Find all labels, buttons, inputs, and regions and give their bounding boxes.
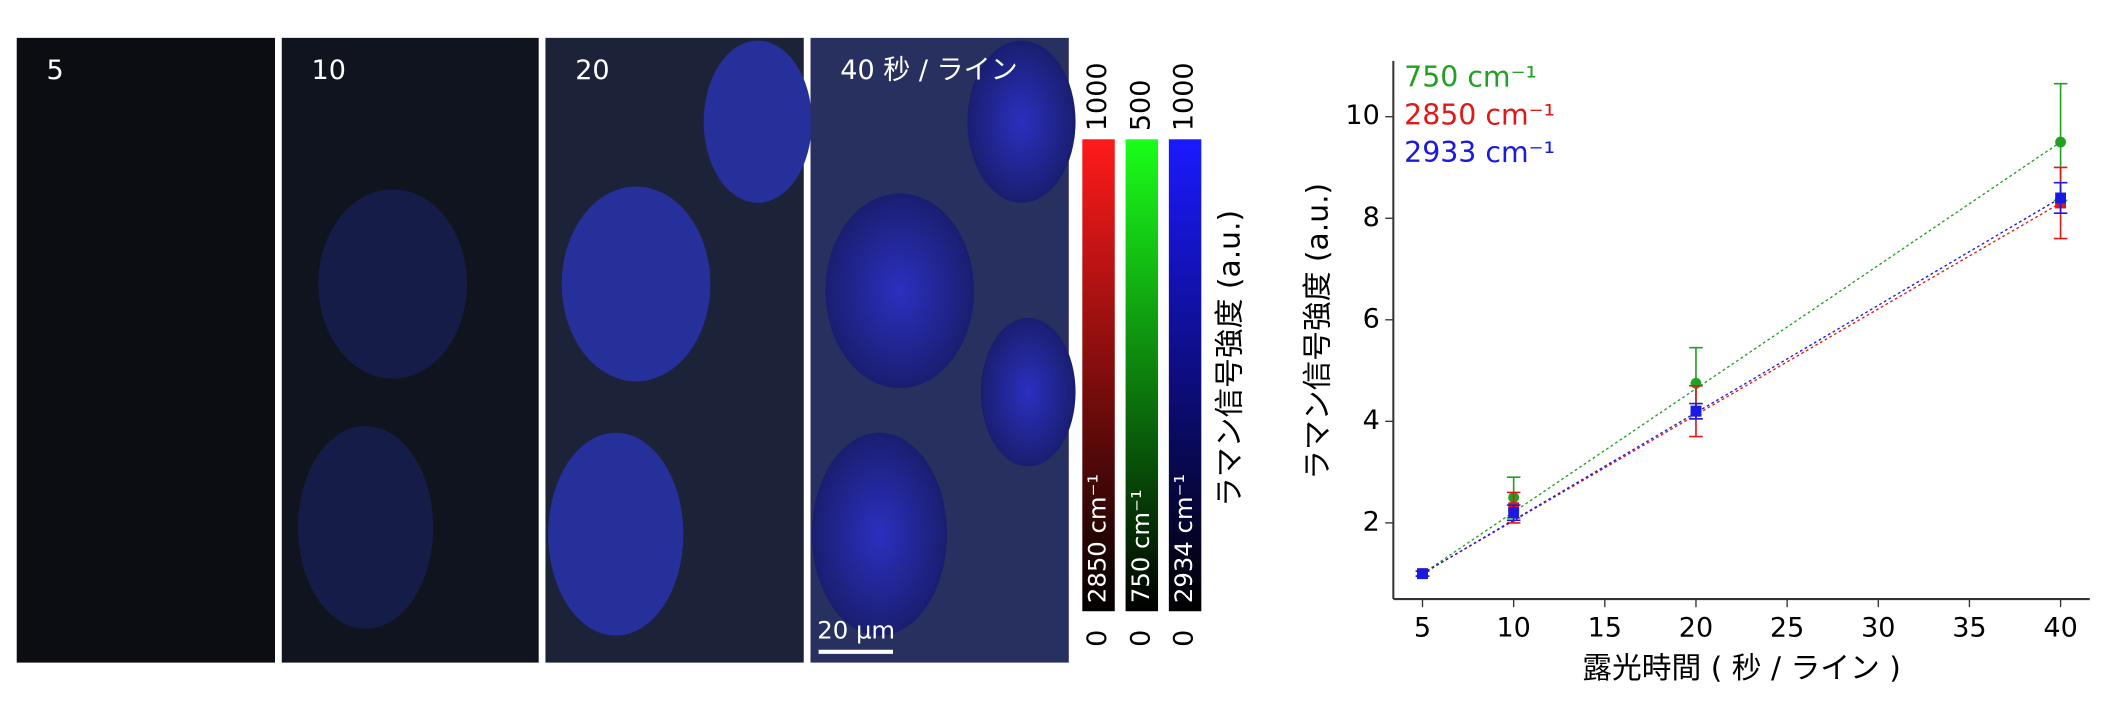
y-tick-label: 10 (1345, 100, 1379, 131)
colorbar-label: 750 cm⁻¹ (1126, 489, 1155, 603)
nucleus (548, 432, 684, 636)
x-axis-label: 露光時間 ( 秒 / ライン ) (1582, 651, 1901, 686)
y-tick-label: 4 (1363, 405, 1380, 436)
nucleus (825, 193, 975, 389)
marker (1417, 568, 1428, 580)
nucleus (703, 40, 812, 203)
colorbar (1125, 139, 1159, 612)
x-tick-label: 10 (1496, 612, 1530, 643)
colorbar-min: 0 (1082, 630, 1113, 647)
colorbar-max: 500 (1125, 80, 1156, 132)
panel-label: 20 (575, 55, 609, 86)
panel-label: 40 秒 / ライン (840, 55, 1017, 86)
nucleus (318, 189, 468, 379)
x-tick-label: 5 (1414, 612, 1431, 643)
x-tick-label: 35 (1952, 612, 1986, 643)
panel-label: 10 (312, 55, 346, 86)
marker (2055, 192, 2066, 204)
marker (2055, 136, 2066, 148)
nucleus (980, 317, 1076, 467)
nucleus (561, 186, 711, 382)
nucleus (811, 432, 948, 636)
colorbar (1168, 139, 1202, 612)
legend-entry: 2850 cm⁻¹ (1404, 98, 1555, 131)
legend-entry: 750 cm⁻¹ (1404, 60, 1537, 93)
x-tick-label: 30 (1861, 612, 1895, 643)
colorbar (1082, 139, 1115, 612)
micrographs (16, 37, 1076, 663)
fit-line (1422, 202, 2061, 575)
marker (1690, 405, 1702, 417)
marker (1508, 507, 1520, 519)
fit-line (1422, 197, 2061, 575)
colorbar-min: 0 (1169, 630, 1200, 647)
panel-image (16, 37, 276, 663)
colorbar-max: 1000 (1082, 62, 1113, 131)
colorbar-label: 2850 cm⁻¹ (1083, 474, 1112, 603)
scale-bar-label: 20 µm (817, 616, 895, 645)
y-tick-label: 2 (1363, 506, 1380, 537)
x-tick-label: 25 (1770, 612, 1804, 643)
y-tick-label: 8 (1363, 202, 1380, 233)
legend-entry: 2933 cm⁻¹ (1404, 136, 1555, 169)
panel-label: 5 (46, 55, 63, 86)
nucleus (297, 425, 434, 629)
colorbar-max: 1000 (1169, 62, 1200, 131)
y-tick-label: 6 (1363, 303, 1380, 334)
y-axis-label: ラマン信号強度 (a.u.) (1300, 183, 1335, 480)
nucleus (967, 40, 1076, 203)
colorbar-min: 0 (1125, 630, 1156, 647)
colorbar-axis-label: ラマン信号強度 (a.u.) (1213, 210, 1248, 507)
x-tick-label: 15 (1588, 612, 1622, 643)
colorbar-label: 2934 cm⁻¹ (1169, 474, 1198, 603)
x-tick-label: 20 (1679, 612, 1713, 643)
fit-line (1422, 141, 2061, 575)
x-tick-label: 40 (2043, 612, 2077, 643)
